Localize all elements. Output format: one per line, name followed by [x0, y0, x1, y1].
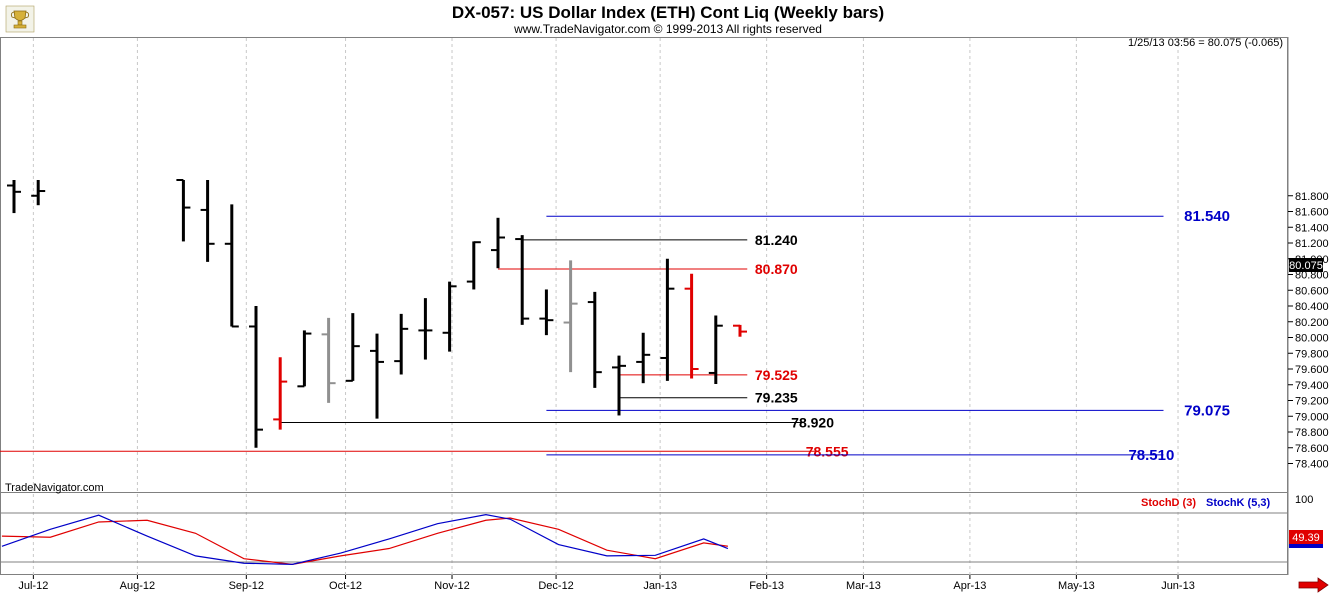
copyright-text: www.TradeNavigator.com © 1999-2013 All r…	[513, 22, 822, 36]
y-tick-label: 80.800	[1295, 270, 1329, 282]
y-tick-label: 79.600	[1295, 364, 1329, 376]
ohlc-bar	[587, 291, 602, 388]
ohlc-bar	[418, 298, 433, 360]
y-tick-label: 78.400	[1295, 459, 1329, 471]
y-tick-label: 80.600	[1295, 285, 1329, 297]
ohlc-bar	[708, 315, 723, 384]
y-tick-label: 81.200	[1295, 238, 1329, 250]
y-tick-label: 79.800	[1295, 348, 1329, 360]
y-tick-label: 79.400	[1295, 380, 1329, 392]
x-tick-label: Aug-12	[120, 580, 155, 592]
ohlc-bar	[733, 324, 747, 337]
ohlc-bar	[539, 289, 554, 336]
stoch-series-line	[1, 514, 729, 565]
ohlc-bar	[612, 355, 626, 416]
level-label: 81.540	[1184, 208, 1230, 225]
y-tick-label: 80.000	[1295, 333, 1329, 345]
ohlc-bar	[515, 235, 530, 325]
watermark-label: TradeNavigator.com	[5, 482, 104, 494]
ohlc-bar	[660, 258, 675, 381]
ohlc-bar	[176, 179, 191, 242]
x-tick-label: Apr-13	[953, 580, 986, 592]
ohlc-bar	[345, 313, 360, 382]
ohlc-bar	[31, 180, 46, 206]
ohlc-bar	[491, 217, 505, 269]
ohlc-bar	[466, 241, 481, 290]
ohlc-bar	[200, 180, 215, 262]
ohlc-bar	[7, 180, 21, 214]
ohlc-bar	[321, 317, 336, 403]
level-label: 81.240	[755, 232, 798, 248]
y-tick-label: 78.800	[1295, 427, 1329, 439]
x-tick-label: Nov-12	[434, 580, 469, 592]
y-tick-label: 81.600	[1295, 207, 1329, 219]
chart-title: DX-057: US Dollar Index (ETH) Cont Liq (…	[452, 3, 884, 22]
x-tick-label: Oct-12	[329, 580, 362, 592]
level-label: 78.555	[806, 443, 849, 459]
level-label: 79.525	[755, 367, 798, 383]
ohlc-bar	[563, 260, 578, 373]
level-label: 78.510	[1128, 447, 1174, 464]
y-tick-label: 80.400	[1295, 301, 1329, 313]
ohlc-bar	[273, 357, 288, 430]
level-label: 79.235	[755, 390, 798, 406]
svg-text:49.39: 49.39	[1292, 532, 1320, 544]
y-tick-label: 80.200	[1295, 317, 1329, 329]
level-label: 78.920	[791, 415, 834, 431]
stoch-series-line	[1, 517, 728, 565]
stoch-y-label: 100	[1295, 494, 1313, 506]
main-panel-frame	[0, 37, 1288, 493]
ohlc-bar	[297, 330, 312, 388]
ohlc-bar	[249, 306, 263, 448]
y-tick-label: 81.400	[1295, 222, 1329, 234]
ohlc-bar	[224, 204, 239, 328]
ohlc-bar	[636, 332, 651, 384]
stoch-value-tag: 49.39	[1289, 530, 1323, 548]
y-tick-label: 81.800	[1295, 191, 1329, 203]
ohlc-bar	[370, 333, 384, 419]
x-tick-label: Dec-12	[538, 580, 573, 592]
header: DX-057: US Dollar Index (ETH) Cont Liq (…	[5, 3, 884, 36]
current-price-tag: 80.075	[1289, 258, 1323, 272]
ohlc-bar	[394, 313, 409, 375]
arrow-right-icon[interactable]	[1298, 577, 1329, 593]
x-tick-label: Jul-12	[18, 580, 48, 592]
stoch-legend: StochD (3) StochK (5,3)	[1141, 497, 1271, 509]
x-tick-label: Feb-13	[749, 580, 784, 592]
x-tick-label: May-13	[1058, 580, 1095, 592]
y-tick-label: 78.600	[1295, 443, 1329, 455]
x-tick-label: Mar-13	[846, 580, 881, 592]
stochk-legend: StochK (5,3)	[1206, 497, 1271, 509]
level-label: 80.870	[755, 261, 798, 277]
ohlc-bar	[442, 281, 457, 352]
y-tick-label: 79.200	[1295, 396, 1329, 408]
level-label: 79.075	[1184, 402, 1230, 419]
stochd-legend: StochD (3)	[1141, 497, 1196, 509]
x-tick-label: Jan-13	[643, 580, 677, 592]
ohlc-bar	[684, 273, 699, 379]
trophy-cup-icon	[5, 5, 35, 33]
x-tick-label: Jun-13	[1161, 580, 1195, 592]
last-quote-label: 1/25/13 03:56 = 80.075 (-0.065)	[1128, 37, 1283, 49]
svg-text:80.075: 80.075	[1289, 260, 1323, 272]
x-tick-label: Sep-12	[229, 580, 264, 592]
y-tick-label: 79.000	[1295, 411, 1329, 423]
